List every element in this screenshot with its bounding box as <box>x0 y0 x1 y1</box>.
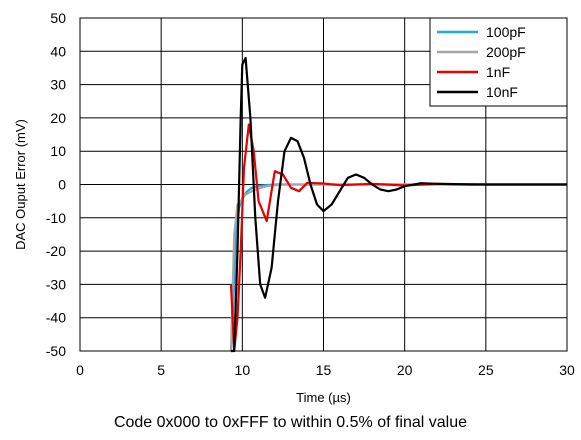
y-tick-label: -50 <box>46 343 66 359</box>
x-tick-label: 10 <box>235 362 251 378</box>
legend-label-10nf: 10nF <box>486 84 518 100</box>
y-tick-label: -30 <box>46 276 66 292</box>
y-tick-label: 50 <box>50 10 66 26</box>
plot-frame <box>79 17 568 352</box>
y-axis-label: DAC Ouput Error (mV) <box>13 119 28 250</box>
x-tick-label: 30 <box>559 362 575 378</box>
y-tick-labels: 50 40 30 20 10 0 -10 -20 -30 -40 -50 <box>46 10 66 359</box>
legend: 100pF 200pF 1nF 10nF <box>429 17 568 107</box>
y-tick-label: -20 <box>46 243 66 259</box>
y-tick-label: 40 <box>50 43 66 59</box>
x-tick-label: 0 <box>76 362 84 378</box>
x-tick-labels: 0 5 10 15 20 25 30 <box>76 362 575 378</box>
y-tick-label: -40 <box>46 310 66 326</box>
legend-label-200pf: 200pF <box>486 44 526 60</box>
series-line-1nf <box>229 123 567 353</box>
legend-label-1nf: 1nF <box>486 64 510 80</box>
y-tick-label: 10 <box>50 143 66 159</box>
x-tick-label: 20 <box>397 362 413 378</box>
y-tick-label: 0 <box>58 177 66 193</box>
chart-caption: Code 0x000 to 0xFFF to within 0.5% of fi… <box>113 414 468 431</box>
series-line-10nf <box>231 56 567 353</box>
y-tick-label: -10 <box>46 210 66 226</box>
legend-label-100pf: 100pF <box>486 24 526 40</box>
y-tick-label: 20 <box>50 110 66 126</box>
x-tick-label: 5 <box>157 362 165 378</box>
x-tick-label: 25 <box>478 362 494 378</box>
x-axis-label: Time (µs) <box>296 390 351 405</box>
x-tick-label: 15 <box>316 362 332 378</box>
y-tick-label: 30 <box>50 77 66 93</box>
series-lines <box>229 56 567 353</box>
